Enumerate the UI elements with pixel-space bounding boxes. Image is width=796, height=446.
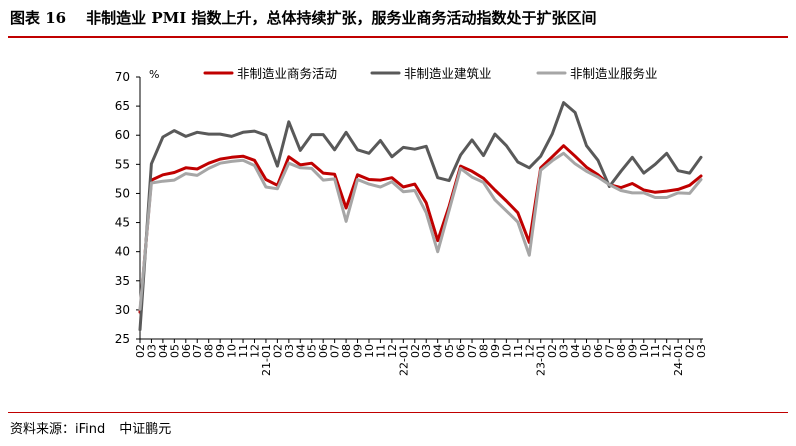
x-tick-label: 08 <box>477 344 490 358</box>
x-tick-label: 07 <box>603 344 616 358</box>
x-tick-label: 08 <box>615 344 628 358</box>
x-tick-label: 07 <box>466 344 479 358</box>
x-tick-label: 10 <box>226 344 239 358</box>
x-tick-label: 06 <box>455 344 468 358</box>
y-tick-label: 45 <box>115 216 130 230</box>
x-tick-label: 09 <box>489 344 502 358</box>
x-tick-label: 11 <box>237 344 250 358</box>
y-tick-label: 55 <box>115 157 130 171</box>
x-tick-label: 05 <box>443 344 456 358</box>
x-tick-label: 02 <box>546 344 559 358</box>
x-tick-label: 02 <box>271 344 284 358</box>
x-tick-label: 21-01 <box>260 344 273 376</box>
x-tick-label: 04 <box>432 344 445 358</box>
y-tick-label: 60 <box>115 128 130 142</box>
x-tick-label: 02 <box>684 344 697 358</box>
x-tick-label: 06 <box>317 344 330 358</box>
y-tick-label: 50 <box>115 186 130 200</box>
y-tick-label: 70 <box>115 70 130 84</box>
source-org: 中证鹏元 <box>119 422 172 437</box>
y-tick-label: 65 <box>115 99 130 113</box>
series-line-3 <box>138 151 703 311</box>
x-tick-label: 10 <box>500 344 513 358</box>
y-tick-label: 35 <box>115 274 130 288</box>
figure-label: 图表 16 <box>10 9 67 27</box>
x-tick-label: 12 <box>661 344 674 358</box>
title-rule <box>8 36 788 38</box>
x-tick-label: 10 <box>638 344 651 358</box>
x-tick-label: 05 <box>581 344 594 358</box>
x-tick-label: 05 <box>168 344 181 358</box>
x-tick-label: 11 <box>374 344 387 358</box>
y-tick-label: 25 <box>115 332 130 346</box>
x-tick-label: 03 <box>695 344 708 358</box>
x-tick-label: 07 <box>191 344 204 358</box>
legend-label-1: 非制造业商务活动 <box>237 66 337 81</box>
x-tick-label: 11 <box>512 344 525 358</box>
x-tick-label: 10 <box>363 344 376 358</box>
y-tick-label: 30 <box>115 303 130 317</box>
x-tick-label: 03 <box>558 344 571 358</box>
x-tick-label: 03 <box>420 344 433 358</box>
x-tick-label: 03 <box>283 344 296 358</box>
x-tick-label: 03 <box>145 344 158 358</box>
x-tick-label: 05 <box>306 344 319 358</box>
legend-label-2: 非制造业建筑业 <box>404 66 492 81</box>
x-tick-label: 08 <box>203 344 216 358</box>
x-tick-label: 09 <box>352 344 365 358</box>
legend-label-3: 非制造业服务业 <box>570 66 658 81</box>
x-tick-label: 12 <box>386 344 399 358</box>
series-line-2 <box>138 101 703 332</box>
x-tick-label: 04 <box>157 344 170 358</box>
x-tick-label: 22-01 <box>397 344 410 376</box>
x-tick-label: 06 <box>592 344 605 358</box>
x-tick-label: 02 <box>134 344 147 358</box>
x-tick-label: 11 <box>649 344 662 358</box>
x-tick-label: 02 <box>409 344 422 358</box>
y-unit-label: % <box>149 68 159 81</box>
x-tick-label: 07 <box>329 344 342 358</box>
x-tick-label: 12 <box>248 344 261 358</box>
x-tick-label: 06 <box>180 344 193 358</box>
x-tick-label: 04 <box>569 344 582 358</box>
x-tick-label: 24-01 <box>672 344 685 376</box>
x-tick-label: 08 <box>340 344 353 358</box>
x-tick-label: 04 <box>294 344 307 358</box>
source-note: 资料来源：iFind 中证鹏元 <box>10 418 171 437</box>
figure-title: 图表 16 非制造业 PMI 指数上升，总体持续扩张，服务业商务活动指数处于扩张区… <box>10 6 596 30</box>
y-tick-label: 40 <box>115 245 130 259</box>
source-text: 资料来源：iFind <box>10 422 106 437</box>
x-tick-label: 23-01 <box>535 344 548 376</box>
x-tick-label: 09 <box>626 344 639 358</box>
source-rule <box>8 412 788 413</box>
x-tick-label: 09 <box>214 344 227 358</box>
series-line-1 <box>138 144 703 314</box>
figure-title-text: 非制造业 PMI 指数上升，总体持续扩张，服务业商务活动指数处于扩张区间 <box>86 9 597 27</box>
x-tick-label: 12 <box>523 344 536 358</box>
